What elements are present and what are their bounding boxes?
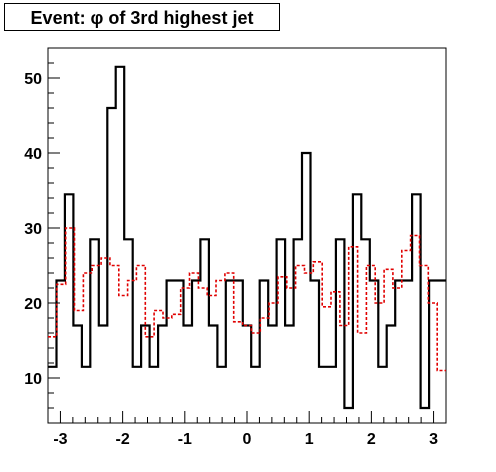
chart-title-box: Event: φ of 3rd highest jet <box>4 3 280 31</box>
x-tick-label: -2 <box>116 431 130 448</box>
y-tick-label: 10 <box>24 371 42 388</box>
chart-title: Event: φ of 3rd highest jet <box>30 8 254 28</box>
y-tick-label: 50 <box>24 71 42 88</box>
x-tick-label: 3 <box>429 431 438 448</box>
x-tick-label: 0 <box>243 431 252 448</box>
histogram-series-1 <box>48 65 446 410</box>
histogram-series-2 <box>48 227 446 372</box>
y-tick-label: 20 <box>24 296 42 313</box>
series-layer <box>48 65 446 410</box>
y-tick-label: 40 <box>24 146 42 163</box>
y-tick-label: 30 <box>24 221 42 238</box>
x-tick-label: 1 <box>305 431 314 448</box>
x-tick-label: -1 <box>178 431 192 448</box>
axes: -3 -2 -1 0 1 2 3 10 20 30 40 50 <box>24 47 447 448</box>
x-tick-label: -3 <box>53 431 67 448</box>
x-tick-label: 2 <box>367 431 376 448</box>
